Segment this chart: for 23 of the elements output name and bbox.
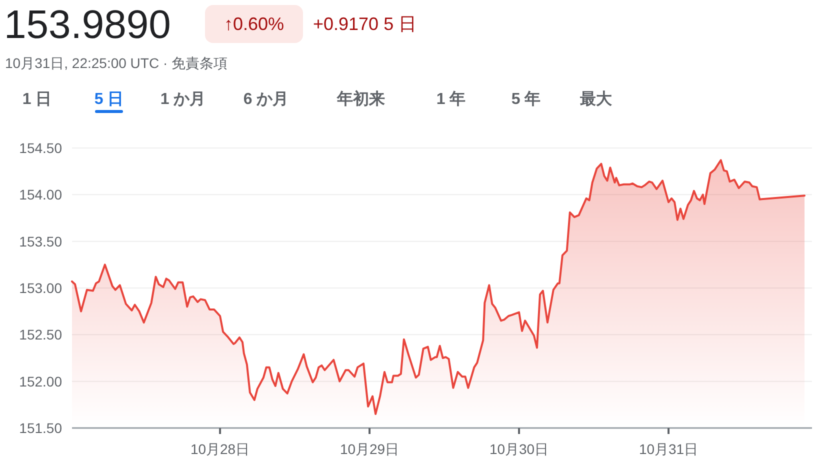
y-tick-label: 151.50	[19, 420, 62, 436]
y-tick-label: 152.50	[19, 326, 62, 343]
y-tick-label: 153.00	[19, 280, 62, 296]
text: ↑0.60%	[224, 14, 284, 34]
text: 1 年	[436, 90, 466, 108]
y-tick-label: 152.00	[19, 373, 62, 390]
text: 6 か月	[243, 91, 289, 108]
x-tick-label: 10月30日	[489, 441, 549, 457]
chart-subtitle: 10月31日, 22:25:00 UTC · 免責条項	[5, 55, 228, 71]
chart-title: 153.9890	[4, 3, 171, 47]
text: 5 年	[511, 90, 541, 108]
y-tick-label: 154.50	[19, 140, 62, 156]
text: 5 日	[94, 91, 124, 108]
x-tick-label: 10月31日	[638, 441, 698, 457]
text: +0.9170 5 日	[313, 14, 417, 34]
y-tick-label: 153.50	[19, 233, 62, 250]
x-tick-label: 10月28日	[190, 441, 250, 457]
text: 最大	[579, 90, 613, 108]
text: 1 日	[22, 91, 52, 108]
x-tick-label: 10月29日	[340, 441, 400, 457]
y-tick-label: 154.00	[19, 186, 62, 203]
text: 1 か月	[160, 91, 206, 108]
text: 年初来	[336, 90, 385, 108]
